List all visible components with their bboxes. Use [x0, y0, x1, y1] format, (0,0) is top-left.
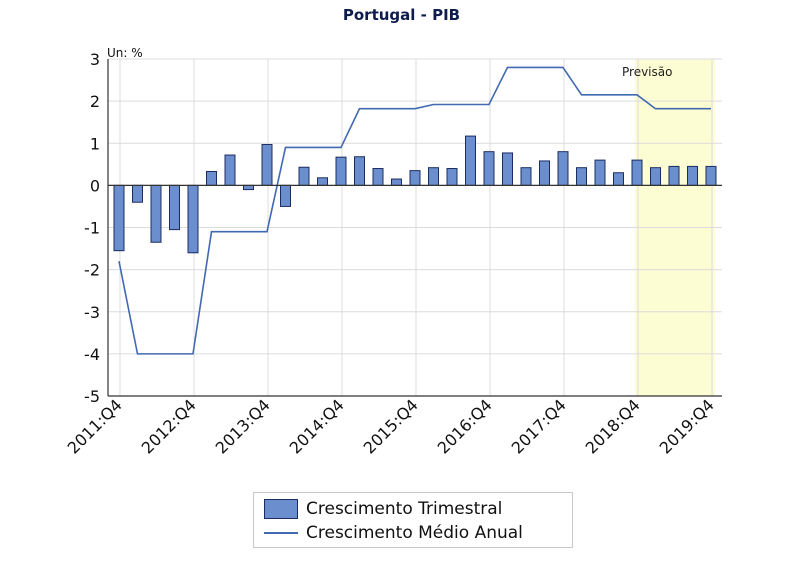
bar-2017:Q4 — [557, 151, 569, 186]
y-tick-label: -2 — [84, 261, 100, 280]
bar-2018:Q3 — [613, 172, 624, 186]
forecast-label: Previsão — [622, 65, 672, 79]
bar-2015:Q2 — [372, 168, 384, 186]
bar-2013:Q3 — [243, 184, 254, 191]
legend-item-bar: Crescimento Trimestral — [264, 497, 502, 521]
x-tick-label: 2015:Q4 — [360, 395, 422, 457]
x-tick-label: 2019:Q4 — [656, 395, 718, 457]
chart-title: Portugal - PIB — [342, 6, 461, 24]
bar-2017:Q1 — [502, 152, 513, 186]
x-tick-label: 2016:Q4 — [434, 395, 496, 457]
bar-2016:Q1 — [428, 167, 439, 186]
y-tick-label: 2 — [90, 92, 100, 111]
bar-2019:Q4 — [705, 165, 717, 186]
bar-2014:Q3 — [317, 177, 328, 186]
y-tick-label: 1 — [90, 134, 100, 153]
bar-2014:Q4 — [335, 156, 347, 186]
grid — [108, 58, 722, 397]
bar-2013:Q4 — [261, 144, 273, 186]
x-tick-label: 2018:Q4 — [582, 395, 644, 457]
x-tick-label: 2012:Q4 — [138, 395, 200, 457]
bar-2018:Q4 — [631, 159, 643, 186]
legend-label-line: Crescimento Médio Anual — [306, 523, 523, 543]
line-path — [118, 66, 711, 355]
x-tick-label: 2017:Q4 — [508, 395, 570, 457]
bar-2012:Q2 — [150, 184, 162, 243]
bar-series-crescimento-trimestral — [113, 135, 717, 254]
bar-2013:Q2 — [224, 154, 236, 186]
y-tick-label: -5 — [84, 387, 100, 406]
x-tick-labels: 2011:Q4 2012:Q4 2013:Q4 2014:Q4 2015:Q4 2016:… — [64, 395, 718, 457]
bar-2012:Q1 — [132, 184, 143, 203]
bar-2017:Q2 — [520, 167, 532, 186]
legend-label-bar: Crescimento Trimestral — [306, 499, 503, 519]
x-tick-label: 2013:Q4 — [212, 395, 274, 457]
bar-2012:Q4 — [187, 184, 199, 254]
legend: Crescimento Trimestral Crescimento Médio… — [253, 492, 573, 548]
bar-2014:Q2 — [298, 166, 310, 186]
bar-2019:Q2 — [668, 165, 680, 186]
bar-2015:Q3 — [391, 178, 402, 186]
bar-2016:Q4 — [483, 151, 495, 186]
y-tick-label: -4 — [84, 345, 100, 364]
bar-2016:Q2 — [446, 168, 458, 186]
legend-item-line: Crescimento Médio Anual — [264, 521, 523, 545]
bar-2019:Q1 — [650, 167, 661, 186]
bar-2017:Q3 — [539, 160, 550, 186]
bar-2015:Q4 — [409, 170, 421, 186]
unit-label: Un: % — [107, 46, 143, 60]
bar-2019:Q3 — [687, 165, 698, 186]
x-tick-label: 2014:Q4 — [286, 395, 348, 457]
axes — [107, 59, 722, 397]
y-tick-label: 0 — [90, 176, 100, 195]
y-tick-label: -1 — [84, 219, 100, 238]
bar-2015:Q1 — [354, 156, 365, 186]
bar-2018:Q2 — [594, 159, 606, 186]
bar-2016:Q3 — [465, 135, 476, 186]
legend-swatch-line — [264, 532, 298, 534]
bar-2018:Q1 — [576, 167, 587, 186]
line-series-crescimento-medio-anual — [118, 66, 711, 355]
legend-swatch-bar — [264, 499, 298, 519]
bar-2014:Q1 — [280, 184, 291, 207]
bar-2011:Q4 — [113, 184, 125, 252]
y-tick-label: -3 — [84, 303, 100, 322]
bar-2013:Q1 — [206, 170, 217, 186]
y-tick-label: 3 — [90, 50, 100, 69]
bar-2012:Q3 — [169, 184, 180, 231]
y-tick-labels: 3 2 1 0 -1 -2 -3 -4 -5 — [84, 50, 100, 406]
